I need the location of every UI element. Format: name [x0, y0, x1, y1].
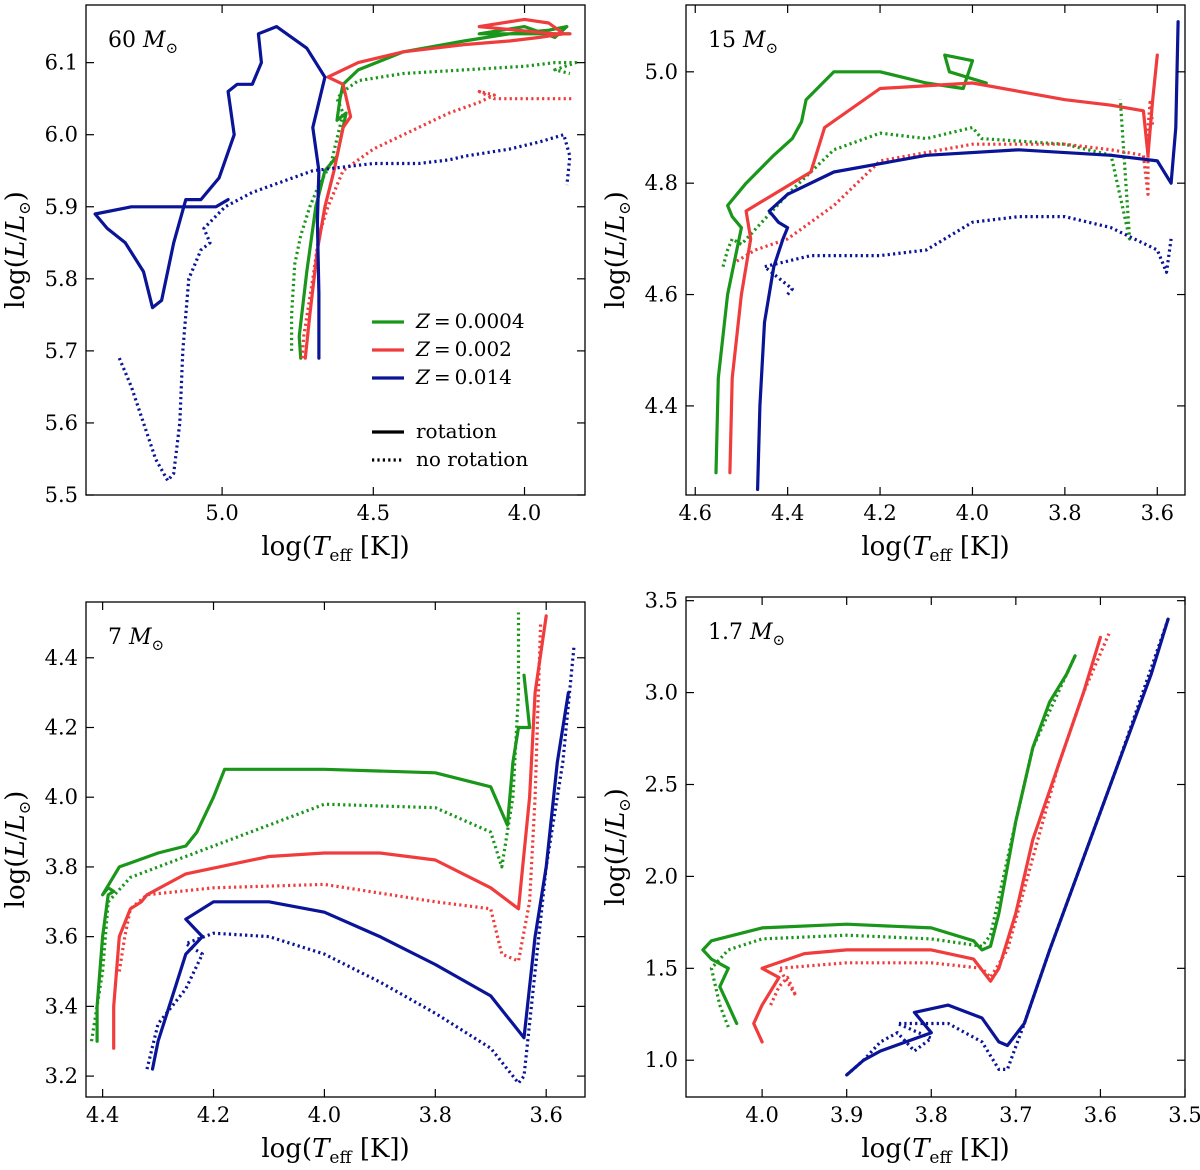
y-tick-label: 3.6: [45, 925, 78, 949]
y-tick-label: 4.4: [645, 394, 678, 418]
y-axis-label: log(L/L⊙): [1, 791, 34, 909]
y-tick-label: 5.5: [45, 483, 78, 507]
panel-mass-label: 15 M⊙: [708, 28, 778, 57]
track-z-0-002-no-rotation: [300, 89, 573, 359]
track-z-0-002-rotation: [728, 53, 1159, 475]
y-tick-label: 5.6: [45, 411, 78, 435]
y-axis-label: log(L/L⊙): [601, 788, 634, 906]
y-tick-label: 4.6: [645, 283, 678, 307]
x-tick-label: 3.6: [1141, 501, 1174, 525]
x-tick-label: 4.0: [956, 501, 989, 525]
y-tick-label: 1.0: [645, 1048, 678, 1072]
track-z-0-014-no-rotation: [845, 618, 1170, 1077]
track-z-0-0004-no-rotation: [290, 60, 578, 351]
y-tick-label: 6.1: [45, 51, 78, 75]
track-z-0-0004-rotation: [701, 654, 1077, 1026]
track-z-0-0004-rotation: [714, 53, 988, 475]
x-tick-label: 3.7: [999, 1103, 1032, 1127]
track-z-0-014-no-rotation: [762, 215, 1173, 296]
x-tick-label: 4.0: [745, 1103, 778, 1127]
x-axis-label: log(Teff [K]): [861, 532, 1009, 566]
tracks: [93, 17, 578, 483]
x-tick-label: 3.6: [529, 1103, 562, 1127]
y-axis-label: log(L/L⊙): [1, 191, 34, 309]
x-tick-label: 3.8: [1048, 501, 1081, 525]
tracks: [89, 612, 576, 1085]
y-tick-label: 5.0: [645, 60, 678, 84]
track-z-0-014-rotation: [93, 25, 327, 360]
y-tick-label: 2.0: [645, 864, 678, 888]
x-tick-label: 3.5: [1168, 1103, 1200, 1127]
track-z-0-0004-rotation: [95, 673, 532, 1043]
y-tick-label: 6.0: [45, 123, 78, 147]
y-tick-label: 3.4: [45, 994, 78, 1018]
track-z-0-014-rotation: [150, 690, 571, 1071]
plot-frame: [685, 596, 1186, 1098]
panel-4: 4.0 3.9 3.8 3.7 3.6 3.5 1.0 1.5 2.0 2.5 3.0 3.5 log(…: [601, 589, 1200, 1168]
panel-1: 5.0 4.5 4.0 5.5 5.6 5.7 5.8 5.9 6.0 6.1 log(Teff […: [1, 4, 586, 566]
y-tick-label: 5.7: [45, 339, 78, 363]
x-tick-label: 4.2: [197, 1103, 230, 1127]
x-tick-label: 4.6: [679, 501, 712, 525]
legend-label: no rotation: [416, 447, 528, 471]
track-z-0-002-no-rotation: [769, 633, 1111, 1006]
track-z-0-014-rotation: [845, 617, 1170, 1077]
x-tick-label: 4.0: [308, 1103, 341, 1127]
x-tick-label: 3.8: [915, 1103, 948, 1127]
track-z-0-0004-no-rotation: [89, 612, 521, 1042]
y-tick-label: 4.8: [645, 171, 678, 195]
track-z-0-0004-no-rotation: [709, 655, 1077, 1028]
y-tick-label: 5.9: [45, 195, 78, 219]
x-tick-label: 3.8: [419, 1103, 452, 1127]
x-tick-label: 4.2: [863, 501, 896, 525]
x-tick-label: 4.4: [771, 501, 804, 525]
track-z-0-002-no-rotation: [117, 622, 543, 972]
panel-mass-label: 7 M⊙: [108, 625, 164, 654]
x-tick-label: 5.0: [205, 501, 238, 525]
legend-label: Z = 0.002: [415, 337, 512, 361]
tracks: [714, 20, 1180, 491]
legend-label: rotation: [416, 419, 497, 443]
track-z-0-002-rotation: [752, 635, 1103, 1044]
y-axis-label: log(L/L⊙): [601, 191, 634, 309]
y-tick-label: 3.8: [45, 855, 78, 879]
panel-mass-label: 1.7 M⊙: [708, 620, 785, 649]
x-tick-label: 3.9: [830, 1103, 863, 1127]
panel-3: 4.4 4.2 4.0 3.8 3.6 3.2 3.4 3.6 3.8 4.0 4.2 4.4 log(…: [1, 601, 586, 1168]
panel-2: 4.6 4.4 4.2 4.0 3.8 3.6 4.4 4.6 4.8 5.0 log(Teff […: [601, 4, 1186, 566]
track-z-0-002-no-rotation: [735, 98, 1155, 263]
y-tick-label: 1.5: [645, 956, 678, 980]
legend: Z = 0.0004 Z = 0.002 Z = 0.014 rotation no r…: [372, 309, 528, 471]
track-z-0-014-rotation: [755, 20, 1180, 491]
panel-mass-label: 60 M⊙: [108, 28, 178, 57]
y-tick-label: 4.2: [45, 715, 78, 739]
x-axis-label: log(Teff [K]): [861, 1134, 1009, 1168]
y-tick-label: 5.8: [45, 267, 78, 291]
plot-frame: [85, 4, 586, 496]
x-tick-label: 4.0: [508, 501, 541, 525]
y-tick-label: 3.2: [45, 1064, 78, 1088]
plot-frame: [685, 4, 1186, 496]
x-tick-label: 4.5: [357, 501, 390, 525]
x-tick-label: 4.4: [86, 1103, 119, 1127]
y-tick-label: 3.0: [645, 681, 678, 705]
y-tick-label: 4.0: [45, 785, 78, 809]
x-axis-label: log(Teff [K]): [261, 532, 409, 566]
track-z-0-002-rotation: [112, 614, 548, 1050]
track-z-0-002-rotation: [303, 17, 572, 360]
track-z-0-014-no-rotation: [117, 133, 572, 483]
legend-label: Z = 0.014: [415, 365, 512, 389]
y-tick-label: 4.4: [45, 646, 78, 670]
plot-frame: [85, 601, 586, 1098]
legend-label: Z = 0.0004: [415, 309, 525, 333]
x-tick-label: 3.6: [1084, 1103, 1117, 1127]
x-axis-label: log(Teff [K]): [261, 1134, 409, 1168]
y-tick-label: 3.5: [645, 589, 678, 613]
track-z-0-0004-no-rotation: [721, 99, 1132, 268]
y-tick-label: 2.5: [645, 773, 678, 797]
tracks: [701, 617, 1170, 1077]
